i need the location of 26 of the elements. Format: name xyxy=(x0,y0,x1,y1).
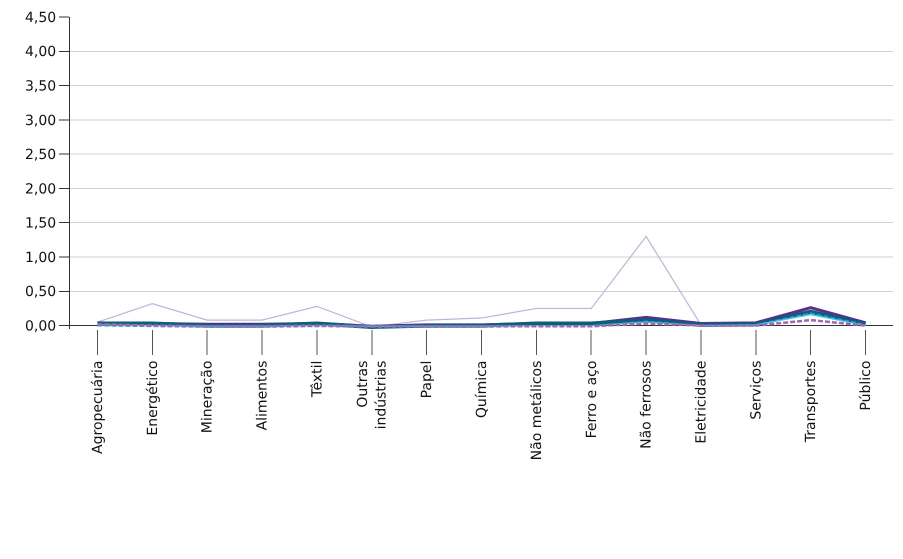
y-tick-label: 0,50 xyxy=(25,284,56,300)
y-tick-label: 2,00 xyxy=(25,181,56,198)
y-tick-label: 3,50 xyxy=(25,78,56,94)
x-tick-label: Têxtil xyxy=(309,360,326,398)
x-tick-label: Transportes xyxy=(803,360,820,444)
x-tick-label: Público xyxy=(858,360,874,411)
x-tick-label: Papel xyxy=(419,360,436,398)
x-tick-label: Energético xyxy=(144,360,161,436)
x-tick-label: Eletricidade xyxy=(694,360,710,444)
y-tick-label: 0,00 xyxy=(25,318,56,334)
x-tick-label: Mineração xyxy=(200,360,216,434)
x-tick-label: Química xyxy=(474,360,490,418)
x-tick-label: Agropecuária xyxy=(90,360,106,454)
line-series xyxy=(96,318,867,328)
x-tick-label: Não ferrosos xyxy=(638,360,655,449)
x-tick-label: Ferro e aço xyxy=(584,360,600,438)
x-tick-label: Outras indústrias xyxy=(355,360,390,430)
y-tick-label: 1,50 xyxy=(25,216,56,232)
y-tick-label: 4,50 xyxy=(25,10,56,26)
y-tick-label: 3,00 xyxy=(25,112,56,129)
y-tick-label: 1,00 xyxy=(25,250,56,266)
y-tick-label: 4,00 xyxy=(25,44,56,60)
x-tick-label: Alimentos xyxy=(254,360,271,430)
y-tick-label: 2,50 xyxy=(25,147,56,164)
x-tick-label: Não metálicos xyxy=(528,360,545,460)
x-tick-label: Serviços xyxy=(748,360,764,420)
